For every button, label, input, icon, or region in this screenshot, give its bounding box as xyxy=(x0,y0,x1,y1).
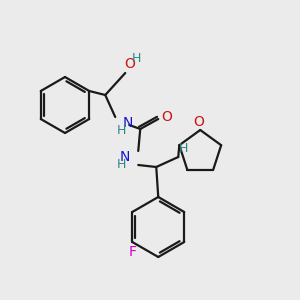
Text: O: O xyxy=(193,115,204,129)
Text: H: H xyxy=(117,124,127,137)
Text: N: N xyxy=(120,150,130,164)
Text: N: N xyxy=(122,116,133,130)
Text: F: F xyxy=(128,245,136,259)
Text: O: O xyxy=(124,57,135,71)
Text: O: O xyxy=(161,110,172,124)
Text: H: H xyxy=(117,158,126,172)
Text: H: H xyxy=(178,142,188,155)
Text: H: H xyxy=(132,52,141,64)
